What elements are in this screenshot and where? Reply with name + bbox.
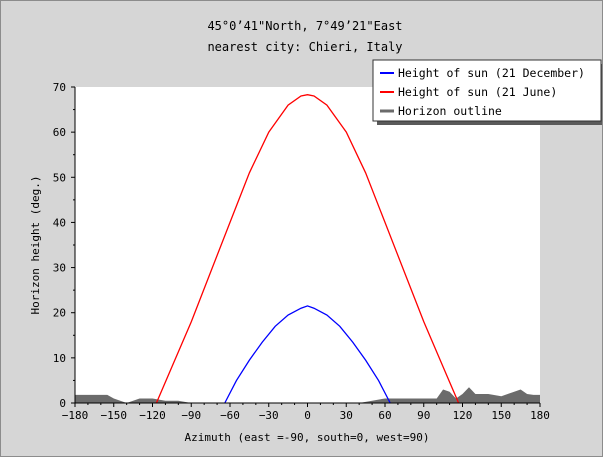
x-axis-label: Azimuth (east =-90, south=0, west=90) [184, 431, 429, 444]
legend-box [372, 59, 602, 122]
y-tick-label: 50 [53, 171, 66, 184]
y-tick-label: 0 [59, 397, 66, 410]
x-tick-label: 120 [453, 409, 473, 422]
y-tick-label: 70 [53, 81, 66, 94]
x-tick-label: 0 [304, 409, 311, 422]
y-axis-ticks: 0 10 20 30 40 50 60 70 [53, 81, 75, 410]
x-tick-label: −180 [62, 409, 89, 422]
x-tick-label: 90 [417, 409, 430, 422]
y-tick-label: 10 [53, 352, 66, 365]
legend-entry-label: Height of sun (21 December) [398, 66, 585, 80]
y-tick-label: 30 [53, 262, 66, 275]
chart-subtitle: nearest city: Chieri, Italy [207, 40, 402, 54]
x-axis-ticks: −180 −150 −120 −90 −60 −30 0 30 60 90 120 150 180 [62, 403, 550, 422]
legend: Height of sun (21 December) Height of sun… [372, 59, 602, 125]
y-axis-label: Horizon height (deg.) [29, 175, 42, 314]
x-tick-label: −120 [139, 409, 166, 422]
x-tick-label: 60 [378, 409, 391, 422]
y-tick-label: 20 [53, 307, 66, 320]
series-line-2 [155, 94, 460, 404]
series-line-1 [224, 305, 391, 404]
horizon-outline-area [75, 387, 540, 403]
chart-title: 45°0’41"North, 7°49’21"East [207, 19, 402, 33]
series-lines [155, 94, 460, 404]
series-horizon-outline [75, 387, 540, 403]
y-tick-label: 40 [53, 216, 66, 229]
x-tick-label: 30 [340, 409, 353, 422]
legend-entry-label: Height of sun (21 June) [398, 85, 557, 99]
x-tick-label: −30 [259, 409, 279, 422]
x-tick-label: 180 [530, 409, 550, 422]
x-tick-label: −90 [181, 409, 201, 422]
x-tick-label: −60 [220, 409, 240, 422]
legend-entry-label: Horizon outline [398, 104, 502, 118]
x-tick-label: 150 [491, 409, 511, 422]
plot-area [75, 87, 540, 403]
x-tick-label: −150 [101, 409, 128, 422]
y-tick-label: 60 [53, 126, 66, 139]
